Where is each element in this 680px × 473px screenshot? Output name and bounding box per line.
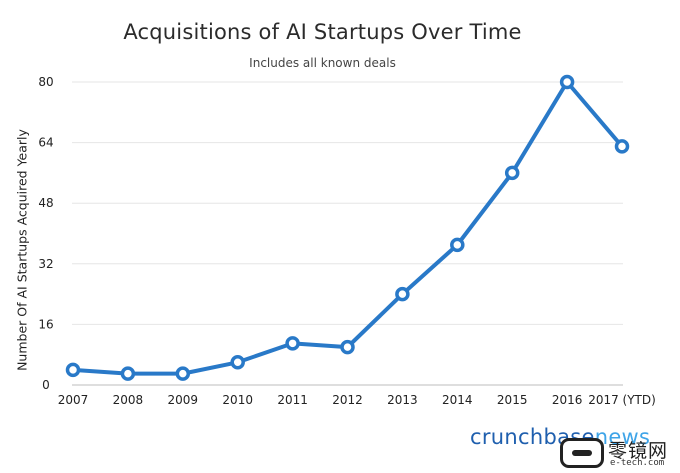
y-tick-label: 0 (42, 378, 50, 392)
data-point (504, 165, 520, 181)
watermark-text: 零镜网 (608, 440, 669, 462)
chart-subtitle: Includes all known deals (249, 56, 396, 70)
data-point (230, 355, 245, 370)
y-tick-label: 64 (38, 136, 53, 150)
y-tick-label: 32 (38, 257, 53, 271)
series-line (71, 80, 624, 376)
watermark-logo-icon (560, 438, 604, 468)
y-tick-label: 48 (38, 196, 53, 210)
x-tick-label: 2011 (277, 393, 308, 407)
data-point (450, 237, 465, 253)
x-tick-label: 2016 (552, 393, 583, 407)
chart-title: Acquisitions of AI Startups Over Time (123, 20, 522, 44)
y-tick-label: 16 (38, 317, 53, 331)
data-point (285, 336, 300, 351)
x-tick-label: 2010 (222, 393, 253, 407)
y-tick-label: 80 (38, 75, 53, 89)
x-tick-label: 2014 (442, 393, 473, 407)
x-tick-label: 2008 (113, 393, 144, 407)
x-tick-label: 2015 (497, 393, 528, 407)
data-point (614, 139, 630, 154)
data-point (559, 74, 575, 90)
x-tick-label: 2009 (168, 393, 199, 407)
x-tick-label: 2007 (58, 393, 89, 407)
x-tick-label: 2013 (387, 393, 418, 407)
data-point (340, 339, 355, 355)
x-tick-label: 2017 (YTD) (588, 393, 656, 407)
data-point (120, 366, 136, 381)
watermark-subtext: e-tech.com (610, 458, 665, 468)
data-point (65, 362, 81, 378)
data-point (175, 366, 191, 381)
data-point (395, 286, 410, 302)
x-tick-label: 2012 (332, 393, 363, 407)
